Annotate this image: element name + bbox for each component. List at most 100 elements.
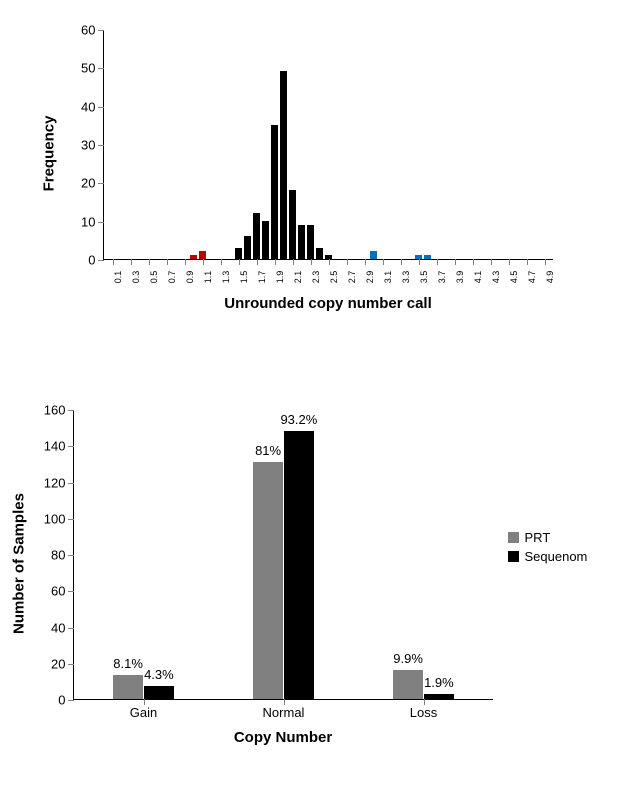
y-tick bbox=[68, 483, 74, 484]
x-tick-label: 1.3 bbox=[221, 271, 231, 284]
x-tick bbox=[311, 259, 312, 265]
legend-swatch bbox=[508, 532, 519, 543]
x-tick-label: 2.5 bbox=[329, 271, 339, 284]
y-tick bbox=[98, 260, 104, 261]
bar-prt bbox=[113, 675, 144, 699]
x-tick bbox=[239, 259, 240, 265]
x-tick bbox=[527, 259, 528, 265]
x-tick-label: 1.5 bbox=[239, 271, 249, 284]
x-tick-label: 4.5 bbox=[509, 271, 519, 284]
histogram-bar bbox=[316, 248, 324, 260]
x-tick-label: 0.3 bbox=[131, 271, 141, 284]
x-tick bbox=[293, 259, 294, 265]
y-tick bbox=[68, 410, 74, 411]
histogram-bar bbox=[415, 255, 423, 259]
data-label: 8.1% bbox=[113, 656, 143, 671]
x-tick-label: 2.9 bbox=[365, 271, 375, 284]
x-tick-label: 1.9 bbox=[275, 271, 285, 284]
y-tick-label: 30 bbox=[81, 138, 95, 153]
x-tick-label: 2.1 bbox=[293, 271, 303, 284]
x-tick-label: 0.5 bbox=[149, 271, 159, 284]
histogram-bar bbox=[289, 190, 297, 259]
x-tick bbox=[424, 699, 425, 705]
x-tick-label: 4.1 bbox=[473, 271, 483, 284]
y-tick-label: 100 bbox=[44, 511, 66, 526]
x-tick bbox=[473, 259, 474, 265]
x-tick-label: 3.1 bbox=[383, 271, 393, 284]
histogram-y-axis-label: Frequency bbox=[40, 115, 57, 191]
histogram-chart: Frequency Unrounded copy number call 0 10… bbox=[43, 20, 583, 320]
x-tick bbox=[221, 259, 222, 265]
y-tick bbox=[68, 591, 74, 592]
y-tick bbox=[98, 107, 104, 108]
x-tick-label: 0.7 bbox=[167, 271, 177, 284]
legend-item: Sequenom bbox=[508, 549, 588, 564]
x-tick-label: 1.7 bbox=[257, 271, 267, 284]
legend-label: Sequenom bbox=[525, 549, 588, 564]
histogram-bar bbox=[307, 225, 315, 260]
y-tick-label: 10 bbox=[81, 214, 95, 229]
histogram-bar bbox=[235, 248, 243, 260]
x-tick-label: 4.3 bbox=[491, 271, 501, 284]
x-category-label: Loss bbox=[410, 705, 437, 720]
x-tick bbox=[167, 259, 168, 265]
x-tick bbox=[329, 259, 330, 265]
y-tick bbox=[68, 446, 74, 447]
y-tick-label: 40 bbox=[81, 99, 95, 114]
y-tick bbox=[68, 700, 74, 701]
x-tick-label: 3.5 bbox=[419, 271, 429, 284]
bar-prt bbox=[253, 462, 284, 699]
y-tick bbox=[98, 145, 104, 146]
data-label: 9.9% bbox=[393, 651, 423, 666]
y-tick bbox=[68, 664, 74, 665]
x-tick-label: 4.7 bbox=[527, 271, 537, 284]
y-tick bbox=[68, 628, 74, 629]
x-tick bbox=[203, 259, 204, 265]
x-tick bbox=[284, 699, 285, 705]
y-tick bbox=[68, 519, 74, 520]
histogram-bar bbox=[190, 255, 198, 259]
bar-chart-y-axis-label: Number of Samples bbox=[10, 493, 27, 634]
y-tick bbox=[98, 30, 104, 31]
bar-chart-x-axis-label: Copy Number bbox=[234, 729, 332, 746]
histogram-bar bbox=[244, 236, 252, 259]
x-category-label: Normal bbox=[263, 705, 305, 720]
x-tick bbox=[185, 259, 186, 265]
y-tick-label: 60 bbox=[51, 584, 65, 599]
bar-prt bbox=[393, 670, 424, 699]
x-tick bbox=[144, 699, 145, 705]
y-tick bbox=[98, 222, 104, 223]
y-tick-label: 20 bbox=[81, 176, 95, 191]
histogram-bar bbox=[271, 125, 279, 259]
bar-chart: Number of Samples Copy Number 0204060801… bbox=[13, 400, 613, 760]
bar-sequenom bbox=[284, 431, 315, 699]
legend-label: PRT bbox=[525, 530, 551, 545]
x-tick bbox=[149, 259, 150, 265]
data-label: 4.3% bbox=[144, 667, 174, 682]
legend-swatch bbox=[508, 551, 519, 562]
data-label: 93.2% bbox=[280, 412, 317, 427]
x-tick bbox=[131, 259, 132, 265]
y-tick bbox=[98, 68, 104, 69]
x-tick-label: 2.7 bbox=[347, 271, 357, 284]
x-tick-label: 1.1 bbox=[203, 271, 213, 284]
histogram-bar bbox=[424, 255, 432, 259]
x-tick bbox=[401, 259, 402, 265]
x-tick bbox=[365, 259, 366, 265]
y-tick-label: 140 bbox=[44, 439, 66, 454]
histogram-bar bbox=[262, 221, 270, 259]
histogram-bar bbox=[199, 251, 207, 259]
y-tick-label: 0 bbox=[88, 253, 95, 268]
x-tick bbox=[257, 259, 258, 265]
histogram-plot-area: Frequency Unrounded copy number call 010… bbox=[103, 30, 553, 260]
x-tick-label: 0.9 bbox=[185, 271, 195, 284]
y-tick-label: 50 bbox=[81, 61, 95, 76]
x-tick-label: 0.1 bbox=[113, 271, 123, 284]
histogram-x-axis-label: Unrounded copy number call bbox=[224, 295, 432, 312]
x-category-label: Gain bbox=[130, 705, 157, 720]
y-tick-label: 80 bbox=[51, 548, 65, 563]
x-tick bbox=[419, 259, 420, 265]
histogram-bar bbox=[325, 255, 333, 259]
y-tick-label: 60 bbox=[81, 23, 95, 38]
data-label: 1.9% bbox=[424, 675, 454, 690]
